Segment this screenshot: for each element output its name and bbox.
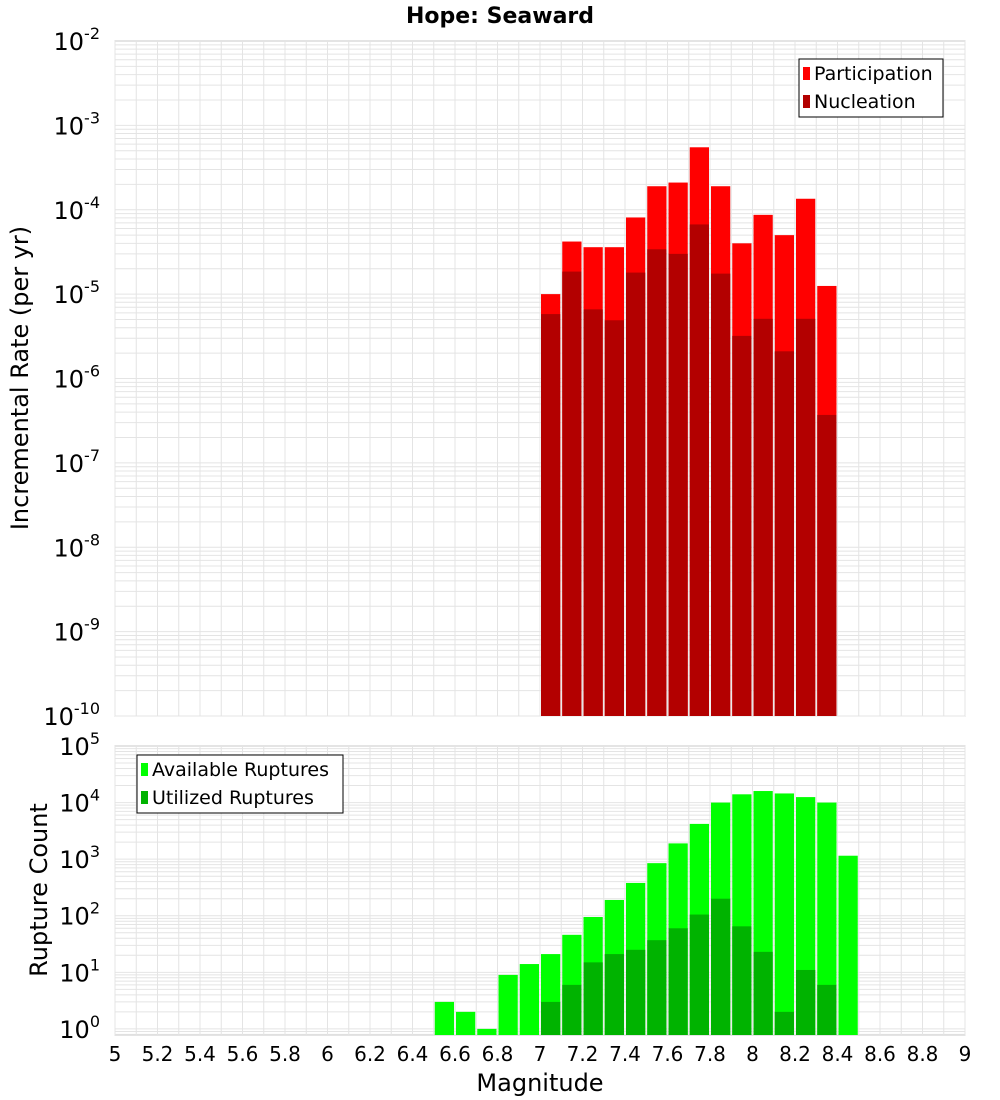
bottom-bar-series2 bbox=[711, 898, 731, 1035]
top-bar-series2 bbox=[689, 224, 709, 717]
bottom-bar-series2 bbox=[583, 962, 603, 1035]
top-bar-series2 bbox=[541, 314, 561, 716]
bottom-bar-series2 bbox=[796, 969, 816, 1035]
bottom-bar-series2 bbox=[668, 928, 688, 1035]
x-tick-label: 7.4 bbox=[609, 1042, 641, 1066]
top-y-tick-label: 10-9 bbox=[54, 615, 101, 647]
x-tick-label: 6 bbox=[321, 1042, 334, 1066]
x-tick-label: 6.4 bbox=[397, 1042, 429, 1066]
x-tick-label: 6.6 bbox=[439, 1042, 471, 1066]
bottom-legend: Available Ruptures Utilized Ruptures bbox=[136, 754, 344, 814]
x-tick-label: 5.6 bbox=[227, 1042, 259, 1066]
top-y-ticks: 10-10 10-9 10-8 10-7 10-6 10-5 10-4 10-3 10-2 bbox=[43, 24, 100, 731]
bottom-y-tick-label: 104 bbox=[59, 786, 100, 818]
top-legend-label: Nucleation bbox=[814, 91, 916, 113]
top-bar-series2 bbox=[583, 309, 603, 716]
top-bar-series2 bbox=[668, 253, 688, 716]
top-grid bbox=[114, 41, 966, 717]
bottom-legend-swatch bbox=[141, 763, 148, 776]
top-y-tick-label: 10-10 bbox=[43, 699, 100, 731]
x-tick-label: 8.2 bbox=[779, 1042, 811, 1066]
bottom-bar-series2 bbox=[604, 954, 624, 1035]
bottom-bar-series1 bbox=[456, 1011, 476, 1035]
x-axis-label: Magnitude bbox=[476, 1069, 603, 1097]
top-bar-series2 bbox=[626, 272, 646, 716]
x-tick-label: 8.4 bbox=[822, 1042, 854, 1066]
bottom-y-tick-label: 100 bbox=[59, 1012, 100, 1044]
bottom-bar-series2 bbox=[647, 940, 667, 1035]
top-y-tick-label: 10-5 bbox=[54, 277, 101, 309]
top-bars bbox=[541, 147, 837, 717]
x-tick-label: 7.2 bbox=[567, 1042, 599, 1066]
top-bar-series2 bbox=[732, 335, 752, 716]
chart-title: Hope: Seaward bbox=[406, 4, 594, 29]
bottom-bar-series1 bbox=[774, 793, 794, 1035]
bottom-bar-series1 bbox=[498, 974, 518, 1035]
top-y-axis-label: Incremental Rate (per yr) bbox=[6, 226, 34, 530]
x-tick-label: 5 bbox=[109, 1042, 122, 1066]
bottom-y-tick-label: 105 bbox=[59, 729, 100, 761]
top-bar-series2 bbox=[817, 414, 837, 716]
bottom-bar-series2 bbox=[626, 949, 646, 1035]
top-legend-box bbox=[798, 58, 944, 118]
bottom-y-axis-label: Rupture Count bbox=[25, 803, 53, 977]
bottom-bar-series2 bbox=[817, 984, 837, 1035]
top-legend-label: Participation bbox=[814, 63, 933, 85]
x-tick-label: 5.4 bbox=[184, 1042, 216, 1066]
top-legend-swatch bbox=[803, 95, 810, 108]
x-tick-label: 8.8 bbox=[907, 1042, 939, 1066]
top-y-tick-label: 10-7 bbox=[54, 446, 101, 478]
x-tick-label: 5.8 bbox=[269, 1042, 301, 1066]
top-bar-series2 bbox=[604, 320, 624, 716]
top-legend-swatch bbox=[803, 67, 810, 80]
x-tick-label: 5.2 bbox=[142, 1042, 174, 1066]
bottom-bar-series1 bbox=[434, 1001, 454, 1035]
bottom-bar-series2 bbox=[774, 1011, 794, 1035]
top-legend: Participation Nucleation bbox=[798, 58, 944, 118]
x-tick-label: 8 bbox=[746, 1042, 759, 1066]
bottom-bar-series2 bbox=[562, 984, 582, 1035]
bottom-y-tick-label: 101 bbox=[59, 955, 100, 987]
x-ticks: 5 5.2 5.4 5.6 5.8 6 6.2 6.4 6.6 6.8 7 7.2 7.4 7.6 7.8 8… bbox=[109, 1042, 972, 1066]
bottom-legend-swatch bbox=[141, 791, 148, 804]
x-tick-label: 7.6 bbox=[652, 1042, 684, 1066]
bottom-bar-series1 bbox=[817, 802, 837, 1035]
x-tick-label: 8.6 bbox=[864, 1042, 896, 1066]
top-y-tick-label: 10-8 bbox=[54, 530, 101, 562]
bottom-bar-series2 bbox=[753, 951, 773, 1035]
bottom-legend-label: Available Ruptures bbox=[152, 759, 329, 781]
bottom-bar-series2 bbox=[732, 926, 752, 1035]
x-tick-label: 6.2 bbox=[354, 1042, 386, 1066]
x-tick-label: 6.8 bbox=[482, 1042, 514, 1066]
bottom-bars bbox=[434, 791, 858, 1035]
top-bar-series2 bbox=[711, 273, 731, 716]
top-y-tick-label: 10-6 bbox=[54, 362, 101, 394]
bottom-legend-label: Utilized Ruptures bbox=[152, 787, 314, 809]
bottom-bar-series1 bbox=[477, 1028, 497, 1035]
top-bar-series2 bbox=[774, 351, 794, 716]
top-y-tick-label: 10-3 bbox=[54, 108, 101, 140]
top-y-tick-label: 10-4 bbox=[54, 193, 101, 225]
top-y-tick-label: 10-2 bbox=[54, 24, 101, 56]
bottom-y-ticks: 100 101 102 103 104 105 bbox=[59, 729, 100, 1044]
top-bar-series2 bbox=[753, 318, 773, 716]
bottom-bar-series1 bbox=[838, 855, 858, 1035]
top-bar-series2 bbox=[647, 249, 667, 716]
top-bar-series2 bbox=[562, 271, 582, 716]
bottom-y-tick-label: 102 bbox=[59, 899, 100, 931]
bottom-legend-box bbox=[136, 754, 344, 814]
x-tick-label: 9 bbox=[959, 1042, 972, 1066]
top-bar-series2 bbox=[796, 318, 816, 716]
x-tick-label: 7 bbox=[534, 1042, 547, 1066]
bottom-y-tick-label: 103 bbox=[59, 842, 100, 874]
bottom-bar-series2 bbox=[541, 1001, 561, 1035]
bottom-bar-series2 bbox=[689, 914, 709, 1035]
bottom-bar-series1 bbox=[519, 964, 539, 1035]
x-tick-label: 7.8 bbox=[694, 1042, 726, 1066]
